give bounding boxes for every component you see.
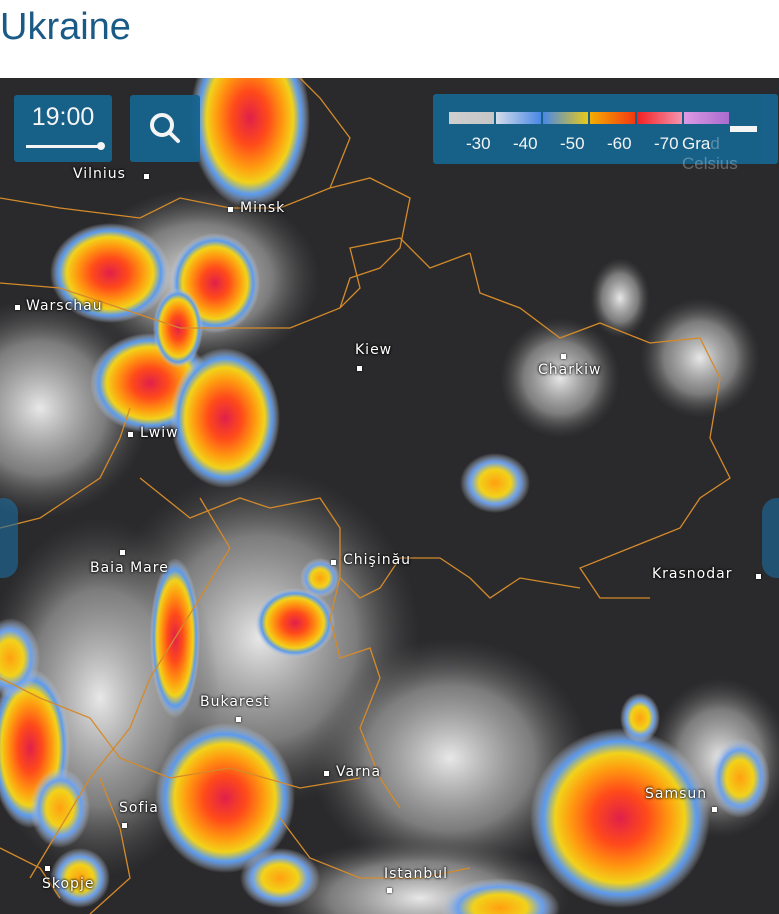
city-marker [756,574,761,579]
cloud-area [240,848,320,908]
city-marker [228,207,233,212]
cloud-area [460,453,530,513]
city-label: Warschau [26,298,103,314]
city-marker [387,888,392,893]
legend-swatch [637,112,682,124]
legend-label: -50 [560,134,585,153]
legend-unit: Grad Celsius [682,134,738,173]
city-marker [144,174,149,179]
border-line [139,477,581,599]
cloud-area [310,638,590,878]
cloud-area [530,728,710,908]
cloud-area [440,878,560,914]
country-borders [0,78,731,914]
city-marker [236,717,241,722]
legend-label: -30 [466,134,491,153]
border-line [0,237,471,329]
city-label: Charkiw [538,362,602,378]
city-marker [357,366,362,371]
collapse-legend-button[interactable] [730,126,757,132]
legend-label: -70 [654,134,679,153]
city-marker [712,807,717,812]
time-label: 19:00 [31,103,95,131]
city-marker [15,305,20,310]
legend-swatch [684,112,729,124]
cloud-area [640,298,760,418]
city-marker [120,550,125,555]
cloud-area [170,348,280,488]
cloud-area [590,258,650,338]
map-edge-handle-right[interactable] [762,498,779,578]
city-label: Sofia [119,800,159,816]
satellite-map[interactable]: Vilnius Minsk Warschau Kiew Charkiw Lwiw Baia … [0,78,779,914]
legend-swatch [590,112,635,124]
city-marker [324,771,329,776]
city-label: Vilnius [73,166,126,182]
cloud-area [255,588,335,658]
cloud-area [620,693,660,743]
border-line [329,177,411,309]
border-line [89,777,131,914]
city-marker [561,354,566,359]
border-line [0,847,61,899]
legend-label: -40 [513,134,538,153]
cloud-area [500,318,620,438]
city-marker [45,866,50,871]
time-slider-track[interactable] [26,145,100,148]
city-label: Baia Mare [90,560,169,576]
cloud-area [50,848,110,908]
search-icon [150,113,180,143]
border-line [0,407,131,529]
legend-swatch [496,112,541,124]
cloud-layer [0,78,779,914]
border-line [279,817,471,879]
city-label: Minsk [240,200,286,216]
border-line [29,497,231,879]
cloud-area [190,78,310,208]
cloud-area [0,618,40,698]
legend-swatch [449,112,494,124]
city-label: Chişinău [343,552,412,568]
page-title: Ukraine [0,6,131,48]
city-label: Varna [336,764,382,780]
city-marker [128,432,133,437]
city-label: Skopje [42,876,95,892]
city-label: Samsun [645,786,708,802]
city-label: Lwiw [140,425,179,441]
city-marker [331,560,336,565]
city-label: Istanbul [384,866,449,882]
border-line [0,677,361,789]
cloud-area [155,723,295,873]
city-label: Kiew [355,342,393,358]
city-label: Bukarest [200,694,270,710]
legend-swatch [543,112,588,124]
cloud-area [300,558,340,598]
city-marker [122,823,127,828]
time-control[interactable]: 19:00 [14,95,112,162]
cloud-area [50,223,170,323]
time-slider-handle[interactable] [97,142,105,150]
legend-label: -60 [607,134,632,153]
city-label: Krasnodar [652,566,733,582]
search-button[interactable] [130,95,200,162]
map-edge-handle-left[interactable] [0,498,18,578]
temperature-legend: -30 -40 -50 -60 -70 Grad Celsius [433,94,778,173]
border-line [329,577,401,809]
border-line [0,78,351,219]
cloud-area [710,738,770,818]
cloud-area [30,768,90,848]
border-line [469,252,731,599]
